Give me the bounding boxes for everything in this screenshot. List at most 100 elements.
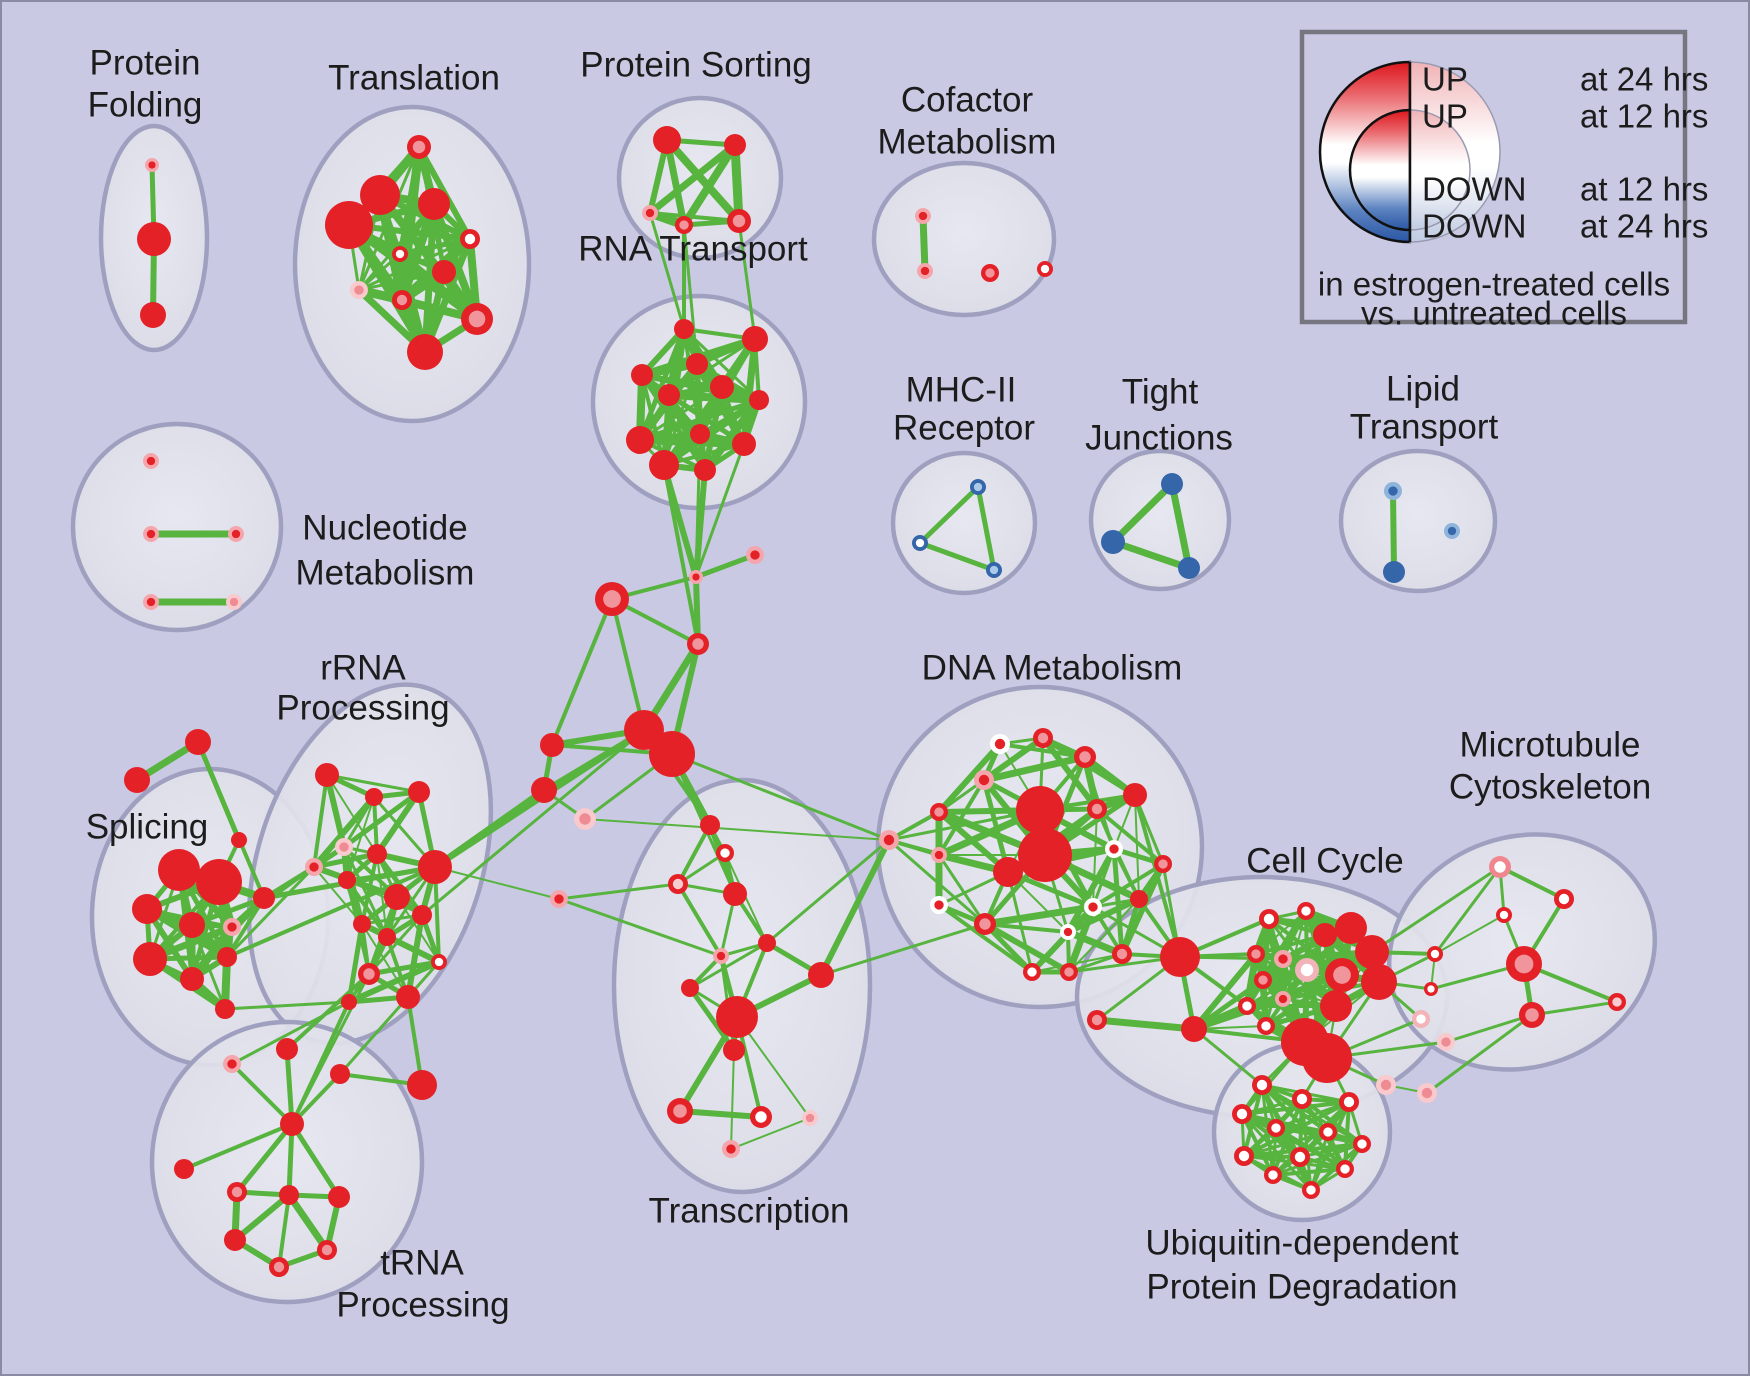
node-rr9[interactable] xyxy=(418,850,452,884)
node-ub7[interactable] xyxy=(1353,1135,1371,1153)
node-ch2[interactable] xyxy=(746,546,764,564)
node-nm4[interactable] xyxy=(143,594,159,610)
node-cc13[interactable] xyxy=(1238,997,1256,1015)
node-tx2[interactable] xyxy=(716,844,734,862)
node-tn4[interactable] xyxy=(224,1229,246,1251)
node-tn6[interactable] xyxy=(269,1257,289,1277)
node-dm10[interactable] xyxy=(1087,799,1107,819)
node-tx10[interactable] xyxy=(808,962,834,988)
node-lt2[interactable] xyxy=(1383,561,1405,583)
node-cf3[interactable] xyxy=(981,264,999,282)
node-sp5[interactable] xyxy=(223,918,241,936)
node-tg2[interactable] xyxy=(124,767,150,793)
node-cc8[interactable] xyxy=(1295,958,1319,982)
node-tj3[interactable] xyxy=(1178,557,1200,579)
node-tx3[interactable] xyxy=(668,874,688,894)
node-cc3[interactable] xyxy=(1313,923,1337,947)
node-sp8[interactable] xyxy=(180,967,204,991)
node-tr3[interactable] xyxy=(418,188,450,220)
node-tr9[interactable] xyxy=(392,290,412,310)
node-ch7[interactable] xyxy=(574,808,596,830)
node-tx15[interactable] xyxy=(722,1140,740,1158)
node-mt6[interactable] xyxy=(1608,993,1626,1011)
node-cc12[interactable] xyxy=(1275,991,1291,1007)
node-sp6[interactable] xyxy=(253,887,275,909)
node-cf1[interactable] xyxy=(915,208,931,224)
node-tx14[interactable] xyxy=(802,1110,818,1126)
node-mt5[interactable] xyxy=(1519,1002,1545,1028)
node-lt1[interactable] xyxy=(1384,482,1402,500)
node-ub5[interactable] xyxy=(1267,1119,1285,1137)
node-rt1[interactable] xyxy=(674,319,694,339)
node-sp1[interactable] xyxy=(158,849,200,891)
node-ub11[interactable] xyxy=(1264,1166,1282,1184)
node-ch5[interactable] xyxy=(540,733,564,757)
node-tr8[interactable] xyxy=(350,281,368,299)
node-dm13[interactable] xyxy=(993,857,1023,887)
node-pf1[interactable] xyxy=(145,158,159,172)
node-rr5[interactable] xyxy=(305,858,323,876)
node-rt9[interactable] xyxy=(626,426,654,454)
node-cc4[interactable] xyxy=(1335,912,1367,944)
node-ub3[interactable] xyxy=(1339,1092,1359,1112)
node-nm1[interactable] xyxy=(143,453,159,469)
node-br3[interactable] xyxy=(330,1064,350,1084)
node-rt6[interactable] xyxy=(658,384,680,406)
node-rt4[interactable] xyxy=(631,364,653,386)
node-nm5[interactable] xyxy=(226,594,242,610)
node-rr2[interactable] xyxy=(365,788,383,806)
node-rt2[interactable] xyxy=(742,326,768,352)
node-tnh[interactable] xyxy=(280,1112,304,1136)
node-cc6[interactable] xyxy=(1247,945,1265,963)
node-rt12[interactable] xyxy=(694,459,716,481)
node-ps4[interactable] xyxy=(675,216,693,234)
node-ccg2[interactable] xyxy=(1302,1033,1352,1083)
node-tx6[interactable] xyxy=(713,948,729,964)
node-rr7[interactable] xyxy=(338,871,356,889)
node-tr2[interactable] xyxy=(360,175,400,215)
node-rr13[interactable] xyxy=(431,954,447,970)
node-mt3[interactable] xyxy=(1496,907,1512,923)
node-ch3[interactable] xyxy=(595,582,629,616)
node-dm16[interactable] xyxy=(1084,898,1102,916)
node-dm11[interactable] xyxy=(1105,840,1123,858)
node-ub8[interactable] xyxy=(1234,1146,1254,1166)
node-mt8[interactable] xyxy=(1417,1083,1437,1103)
node-mh2[interactable] xyxy=(912,535,928,551)
node-cc14[interactable] xyxy=(1257,1017,1275,1035)
node-tr4[interactable] xyxy=(325,201,373,249)
node-mtc4[interactable] xyxy=(1437,1033,1455,1051)
node-mtc2[interactable] xyxy=(1424,982,1438,996)
node-mt4[interactable] xyxy=(1506,946,1542,982)
node-rr14[interactable] xyxy=(358,963,380,985)
node-mtc1[interactable] xyxy=(1427,946,1443,962)
node-cc16[interactable] xyxy=(1181,1016,1207,1042)
node-ps1[interactable] xyxy=(653,126,681,154)
node-tr7[interactable] xyxy=(432,260,456,284)
node-ch6[interactable] xyxy=(531,777,557,803)
node-dm6[interactable] xyxy=(931,847,947,863)
node-tr6[interactable] xyxy=(392,246,408,262)
node-tg1[interactable] xyxy=(185,729,211,755)
node-sp10[interactable] xyxy=(215,999,235,1019)
node-dm18[interactable] xyxy=(1112,944,1132,964)
node-cc5[interactable] xyxy=(1355,935,1389,969)
node-cc17[interactable] xyxy=(1087,1010,1107,1030)
node-dm15[interactable] xyxy=(974,913,996,935)
node-cc2[interactable] xyxy=(1297,902,1315,920)
node-mt7[interactable] xyxy=(1376,1075,1396,1095)
node-ub4[interactable] xyxy=(1232,1104,1252,1124)
node-br4[interactable] xyxy=(407,1070,437,1100)
node-cc1[interactable] xyxy=(1259,909,1279,929)
node-ch1[interactable] xyxy=(689,570,703,584)
node-rt3[interactable] xyxy=(686,353,708,375)
node-tx12[interactable] xyxy=(667,1098,693,1124)
node-dm8[interactable] xyxy=(1018,828,1072,882)
node-dm12[interactable] xyxy=(1154,855,1172,873)
node-sp9[interactable] xyxy=(217,947,237,967)
node-rt10[interactable] xyxy=(732,432,756,456)
node-dmc[interactable] xyxy=(879,830,899,850)
node-dm3[interactable] xyxy=(1074,746,1096,768)
node-rr3[interactable] xyxy=(408,781,430,803)
node-sp7[interactable] xyxy=(133,942,167,976)
